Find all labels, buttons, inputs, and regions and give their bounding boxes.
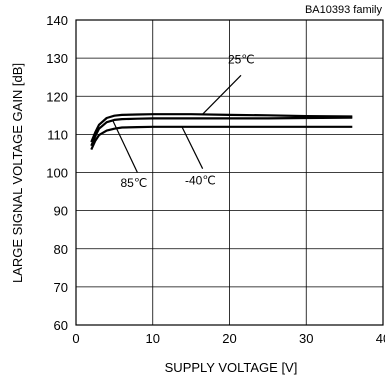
y-tick-label-60: 60	[54, 318, 68, 333]
x-tick-label-20: 20	[222, 331, 236, 346]
y-tick-label-80: 80	[54, 242, 68, 257]
annotation-leader-2	[181, 126, 204, 169]
y-tick-label-70: 70	[54, 280, 68, 295]
plot-border	[75, 19, 384, 326]
y-tick-label-100: 100	[46, 166, 68, 181]
x-axis-label: SUPPLY VOLTAGE [V]	[165, 360, 298, 375]
annotation-label-2: -40℃	[185, 174, 216, 188]
chart-family-label: BA10393 family	[305, 4, 383, 16]
annotation-leader-lines	[112, 74, 242, 173]
annotations: 25℃ 85℃ -40℃	[121, 52, 255, 190]
x-tick-label-30: 30	[299, 331, 313, 346]
series-line-0	[90, 113, 353, 143]
y-axis-label: LARGE SIGNAL VOLTAGE GAIN [dB]	[10, 63, 25, 283]
x-tick-label-10: 10	[146, 331, 160, 346]
annotation-label-1: 85℃	[121, 176, 148, 190]
y-tick-label-120: 120	[46, 89, 68, 104]
annotation-label-0: 25℃	[228, 52, 255, 66]
series-line-2	[90, 125, 353, 151]
tick-labels: 0 10 20 30 40 60 70 80 90 100 110 120 130 140	[46, 13, 385, 346]
y-tick-label-130: 130	[46, 51, 68, 66]
annotation-leader-0	[202, 74, 242, 115]
x-tick-label-0: 0	[72, 331, 79, 346]
y-tick-label-90: 90	[54, 204, 68, 219]
y-tick-label-110: 110	[47, 127, 68, 142]
y-tick-label-140: 140	[46, 13, 68, 28]
annotation-leader-1	[112, 120, 138, 173]
series-lines	[90, 113, 353, 151]
series-line-1	[90, 116, 353, 147]
x-tick-label-40: 40	[376, 331, 385, 346]
grid-lines	[76, 20, 383, 325]
plot-frame	[75, 19, 384, 326]
